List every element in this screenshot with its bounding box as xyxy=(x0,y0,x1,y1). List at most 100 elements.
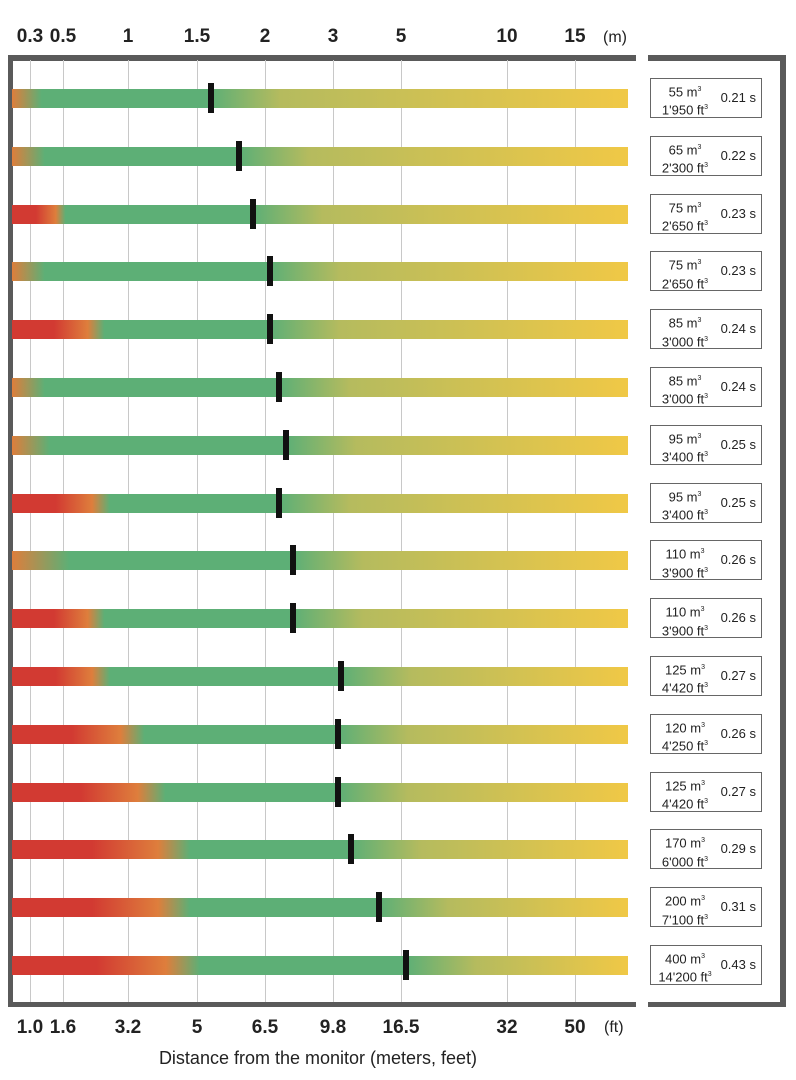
info-box: 65 m3 2'300 ft3 0.22 s xyxy=(650,135,762,176)
superscript: 3 xyxy=(701,837,706,845)
time: 0.23 s xyxy=(720,205,756,221)
info-box: 85 m3 3'000 ft3 0.24 s xyxy=(650,309,762,350)
volume-ft3: 14'200 ft xyxy=(658,969,708,985)
distance-marker xyxy=(266,256,273,287)
superscript: 3 xyxy=(697,432,702,440)
volume: 400 m3 14'200 ft3 xyxy=(651,949,719,986)
volume: 125 m3 4'420 ft3 xyxy=(651,776,719,813)
distance-marker xyxy=(289,603,296,634)
plot-frame-bottom xyxy=(8,1002,636,1007)
superscript: 3 xyxy=(697,259,702,267)
volume: 75 m3 2'650 ft3 xyxy=(651,198,719,235)
x-tick-m: 0.5 xyxy=(49,26,77,47)
superscript: 3 xyxy=(704,624,709,632)
info-box: 170 m3 6'000 ft3 0.29 s xyxy=(650,829,762,870)
info-box: 95 m3 3'400 ft3 0.25 s xyxy=(650,482,762,524)
panel-frame-bottom xyxy=(648,1002,786,1007)
volume-ft3: 1'950 ft xyxy=(661,102,705,118)
volume-ft3: 4'420 ft xyxy=(661,680,705,696)
distance-bar xyxy=(12,551,628,571)
gridline xyxy=(333,60,334,1002)
time: 0.22 s xyxy=(720,147,756,163)
volume: 95 m3 3'400 ft3 xyxy=(651,429,719,466)
superscript: 3 xyxy=(704,393,709,401)
volume: 110 m3 3'900 ft3 xyxy=(651,602,719,639)
info-box: 120 m3 4'250 ft3 0.26 s xyxy=(650,713,762,754)
time: 0.21 s xyxy=(720,90,756,105)
volume-m3: 55 m xyxy=(668,84,698,100)
distance-marker xyxy=(338,661,345,691)
volume-m3: 125 m xyxy=(664,777,702,793)
distance-marker xyxy=(266,314,273,345)
gridline xyxy=(265,60,266,1002)
volume: 95 m3 3'400 ft3 xyxy=(651,487,719,524)
volume-ft3: 3'000 ft xyxy=(661,391,705,407)
gridline xyxy=(575,60,576,1002)
volume-m3: 200 m xyxy=(664,893,702,909)
info-box: 200 m3 7'100 ft3 0.31 s xyxy=(650,887,762,928)
plot-frame-top xyxy=(8,55,636,61)
x-axis-label: Distance from the monitor (meters, feet) xyxy=(158,1048,478,1068)
volume: 85 m3 3'000 ft3 xyxy=(651,371,719,408)
superscript: 3 xyxy=(704,219,709,227)
superscript: 3 xyxy=(704,508,709,516)
volume: 200 m3 7'100 ft3 xyxy=(651,891,719,928)
info-box: 125 m3 4'420 ft3 0.27 s xyxy=(650,656,762,696)
volume-ft3: 3'900 ft xyxy=(661,565,705,581)
gridline xyxy=(63,60,64,1002)
gridline xyxy=(401,60,402,1002)
x-tick-ft: 1.6 xyxy=(49,1017,77,1038)
volume-ft3: 3'900 ft xyxy=(661,622,705,638)
superscript: 3 xyxy=(704,740,709,748)
x-tick-m: 1 xyxy=(122,26,134,47)
distance-bar xyxy=(12,898,628,918)
distance-bar xyxy=(12,782,628,802)
superscript: 3 xyxy=(704,335,709,343)
distance-bar xyxy=(12,89,628,108)
volume-m3: 75 m xyxy=(668,257,698,273)
distance-bar xyxy=(12,146,628,166)
x-tick-ft: 1.0 xyxy=(16,1017,44,1038)
distance-marker xyxy=(249,198,256,229)
distance-marker xyxy=(289,545,296,576)
volume: 75 m3 2'650 ft3 xyxy=(651,255,719,292)
volume-ft3: 4'250 ft xyxy=(661,738,705,754)
superscript: 3 xyxy=(704,566,709,574)
time: 0.25 s xyxy=(720,436,756,452)
superscript: 3 xyxy=(701,895,706,903)
x-tick-m: 3 xyxy=(327,26,339,47)
panel-frame-top xyxy=(648,55,786,61)
volume-m3: 65 m xyxy=(668,142,698,158)
volume-m3: 120 m xyxy=(664,720,702,736)
volume-ft3: 3'000 ft xyxy=(661,333,705,349)
volume-ft3: 2'300 ft xyxy=(661,160,705,176)
x-unit-ft: (ft) xyxy=(604,1019,624,1036)
volume-m3: 85 m xyxy=(668,373,698,389)
time: 0.25 s xyxy=(720,494,756,510)
distance-marker xyxy=(236,140,243,171)
volume-m3: 110 m xyxy=(665,546,701,562)
superscript: 3 xyxy=(704,104,709,112)
gridline xyxy=(30,60,31,1002)
volume: 55 m3 1'950 ft3 xyxy=(651,82,719,119)
time: 0.26 s xyxy=(720,552,756,568)
distance-marker xyxy=(207,83,214,113)
panel-frame-right xyxy=(780,55,786,1007)
time: 0.26 s xyxy=(720,610,756,626)
distance-marker xyxy=(283,429,290,460)
distance-bar xyxy=(12,667,628,686)
time: 0.24 s xyxy=(720,321,756,337)
info-box: 110 m3 3'900 ft3 0.26 s xyxy=(650,540,762,581)
distance-marker xyxy=(276,487,283,518)
time: 0.23 s xyxy=(720,263,756,279)
gridline xyxy=(507,60,508,1002)
info-box: 75 m3 2'650 ft3 0.23 s xyxy=(650,193,762,235)
volume: 85 m3 3'000 ft3 xyxy=(651,313,719,350)
superscript: 3 xyxy=(697,317,702,325)
superscript: 3 xyxy=(704,797,709,805)
x-tick-ft: 32 xyxy=(496,1017,518,1038)
x-tick-ft: 50 xyxy=(564,1017,586,1038)
volume-m3: 95 m xyxy=(668,431,698,447)
time: 0.31 s xyxy=(720,899,756,915)
x-tick-m: 2 xyxy=(259,26,271,47)
